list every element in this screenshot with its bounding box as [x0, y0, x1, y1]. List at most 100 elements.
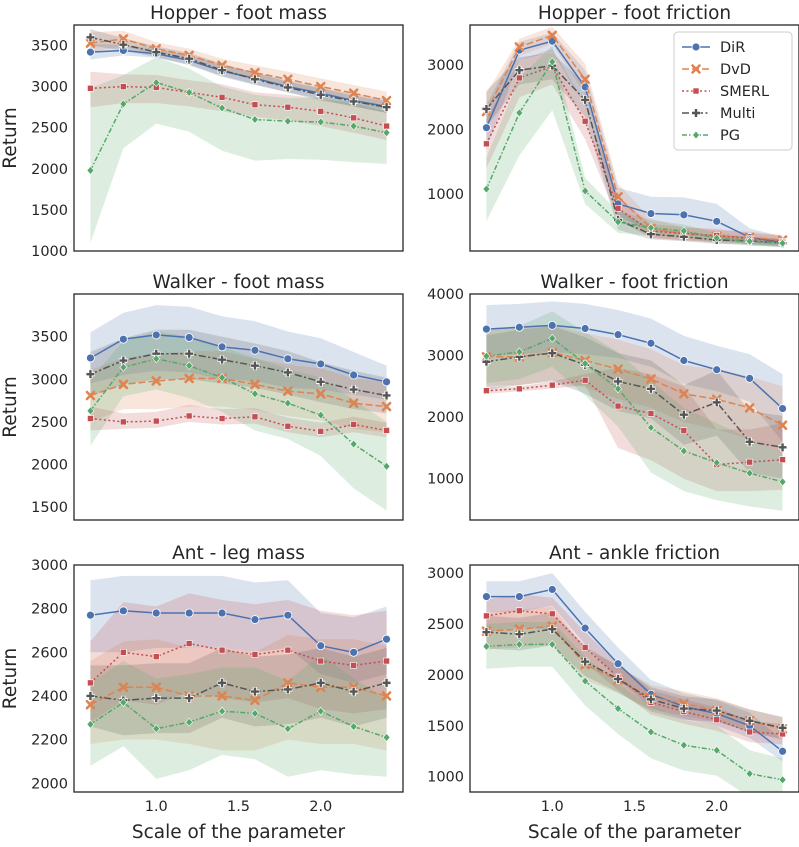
point-pg	[679, 740, 688, 750]
chart-title: Ant - ankle friction	[549, 543, 720, 564]
y-tick-label: 2500	[427, 617, 464, 633]
y-tick-label: 2800	[31, 602, 68, 618]
point-pg	[647, 727, 655, 737]
axes-frame	[469, 564, 799, 793]
point-pg	[218, 373, 226, 383]
line-dvd	[90, 682, 387, 706]
y-axis-label: Return	[0, 376, 21, 437]
point-dir	[514, 322, 524, 332]
point-smerl	[317, 107, 325, 115]
chart-title: Ant - leg mass	[172, 543, 305, 564]
band-smerl	[90, 404, 387, 438]
legend-item-multi: Multi	[682, 106, 755, 122]
point-pg	[382, 461, 391, 471]
band-multi	[486, 326, 783, 479]
point-pg	[251, 115, 259, 124]
point-multi	[382, 103, 391, 112]
point-dir	[482, 123, 491, 133]
x-tick-label: 1.5	[227, 799, 250, 815]
point-smerl	[383, 427, 390, 434]
line-dvd	[90, 38, 387, 102]
point-smerl	[350, 662, 357, 669]
point-multi	[745, 437, 754, 446]
point-pg	[349, 121, 358, 131]
point-dir	[613, 330, 623, 340]
point-pg	[86, 166, 95, 175]
point-smerl	[516, 607, 523, 615]
point-dvd	[381, 691, 392, 701]
point-multi	[614, 675, 623, 684]
series-pg	[482, 57, 787, 248]
line-smerl	[90, 415, 387, 433]
point-multi	[778, 723, 787, 732]
point-smerl	[350, 421, 357, 428]
point-smerl	[251, 101, 259, 109]
point-dir	[712, 216, 722, 226]
band-multi	[90, 647, 387, 736]
point-dvd	[381, 95, 392, 106]
point-dir	[482, 592, 491, 601]
series-multi	[85, 349, 392, 400]
line-dir	[486, 324, 784, 410]
legend-label: DiR	[720, 40, 745, 56]
point-multi	[349, 97, 358, 106]
legend-label: SMERL	[720, 84, 769, 100]
panel-hopper-foot-mass: 1000 1500 2000 2500 3000 3500 Hopper - foot ma…	[0, 3, 404, 260]
point-pg	[185, 87, 194, 97]
point-dir	[217, 342, 227, 352]
point-dir	[679, 210, 689, 220]
legend-marker	[692, 87, 700, 95]
point-multi	[745, 716, 754, 725]
plot-area-hopper-foot-mass	[85, 29, 392, 243]
line-multi	[486, 628, 783, 729]
y-tick-label: 1500	[31, 500, 68, 516]
point-pg	[581, 359, 590, 369]
y-tick-label: 2500	[31, 415, 68, 431]
point-dir	[349, 370, 359, 380]
point-pg	[745, 468, 754, 478]
point-smerl	[548, 381, 556, 389]
point-multi	[250, 361, 259, 370]
legend-item-dir: DiR	[682, 40, 745, 56]
point-pg	[251, 708, 259, 718]
chart-title: Walker - foot mass	[153, 272, 325, 293]
point-pg	[482, 184, 491, 194]
point-smerl	[218, 94, 226, 101]
point-dvd	[250, 695, 260, 706]
point-dvd	[85, 699, 96, 710]
line-dvd	[486, 351, 783, 426]
point-smerl	[483, 387, 490, 394]
point-multi	[250, 75, 259, 84]
point-pg	[548, 333, 557, 343]
point-multi	[614, 377, 623, 386]
panel-hopper-foot-friction: 1000 2000 3000 Hopper - foot friction DiR DvD…	[427, 3, 799, 252]
point-dvd	[217, 691, 227, 701]
point-multi	[646, 384, 655, 393]
y-tick-label: 2000	[31, 162, 68, 178]
series-dvd	[85, 373, 392, 412]
series-smerl	[87, 640, 390, 687]
point-pg	[185, 717, 194, 727]
band-pg	[90, 57, 387, 243]
y-tick-label: 1000	[31, 244, 68, 260]
point-dvd	[151, 376, 162, 386]
point-multi	[316, 90, 325, 99]
series-dir	[86, 606, 391, 657]
line-pg	[485, 59, 783, 245]
series-pg	[86, 354, 391, 471]
point-pg	[614, 704, 622, 713]
x-tick-label: 1.0	[541, 799, 564, 815]
panel-walker-foot-mass: 1500 2000 2500 3000 3500 Walker - foot mass Re…	[0, 272, 404, 521]
point-pg	[283, 116, 292, 126]
point-pg	[581, 676, 590, 686]
point-multi	[548, 625, 557, 634]
point-multi	[86, 691, 95, 700]
point-dvd	[679, 388, 689, 399]
band-dvd	[486, 324, 783, 455]
point-pg	[382, 732, 391, 742]
point-smerl	[251, 413, 259, 421]
point-pg	[679, 446, 688, 456]
legend-marker	[692, 130, 700, 140]
legend: DiR DvD SMERL Multi PG	[673, 31, 793, 151]
